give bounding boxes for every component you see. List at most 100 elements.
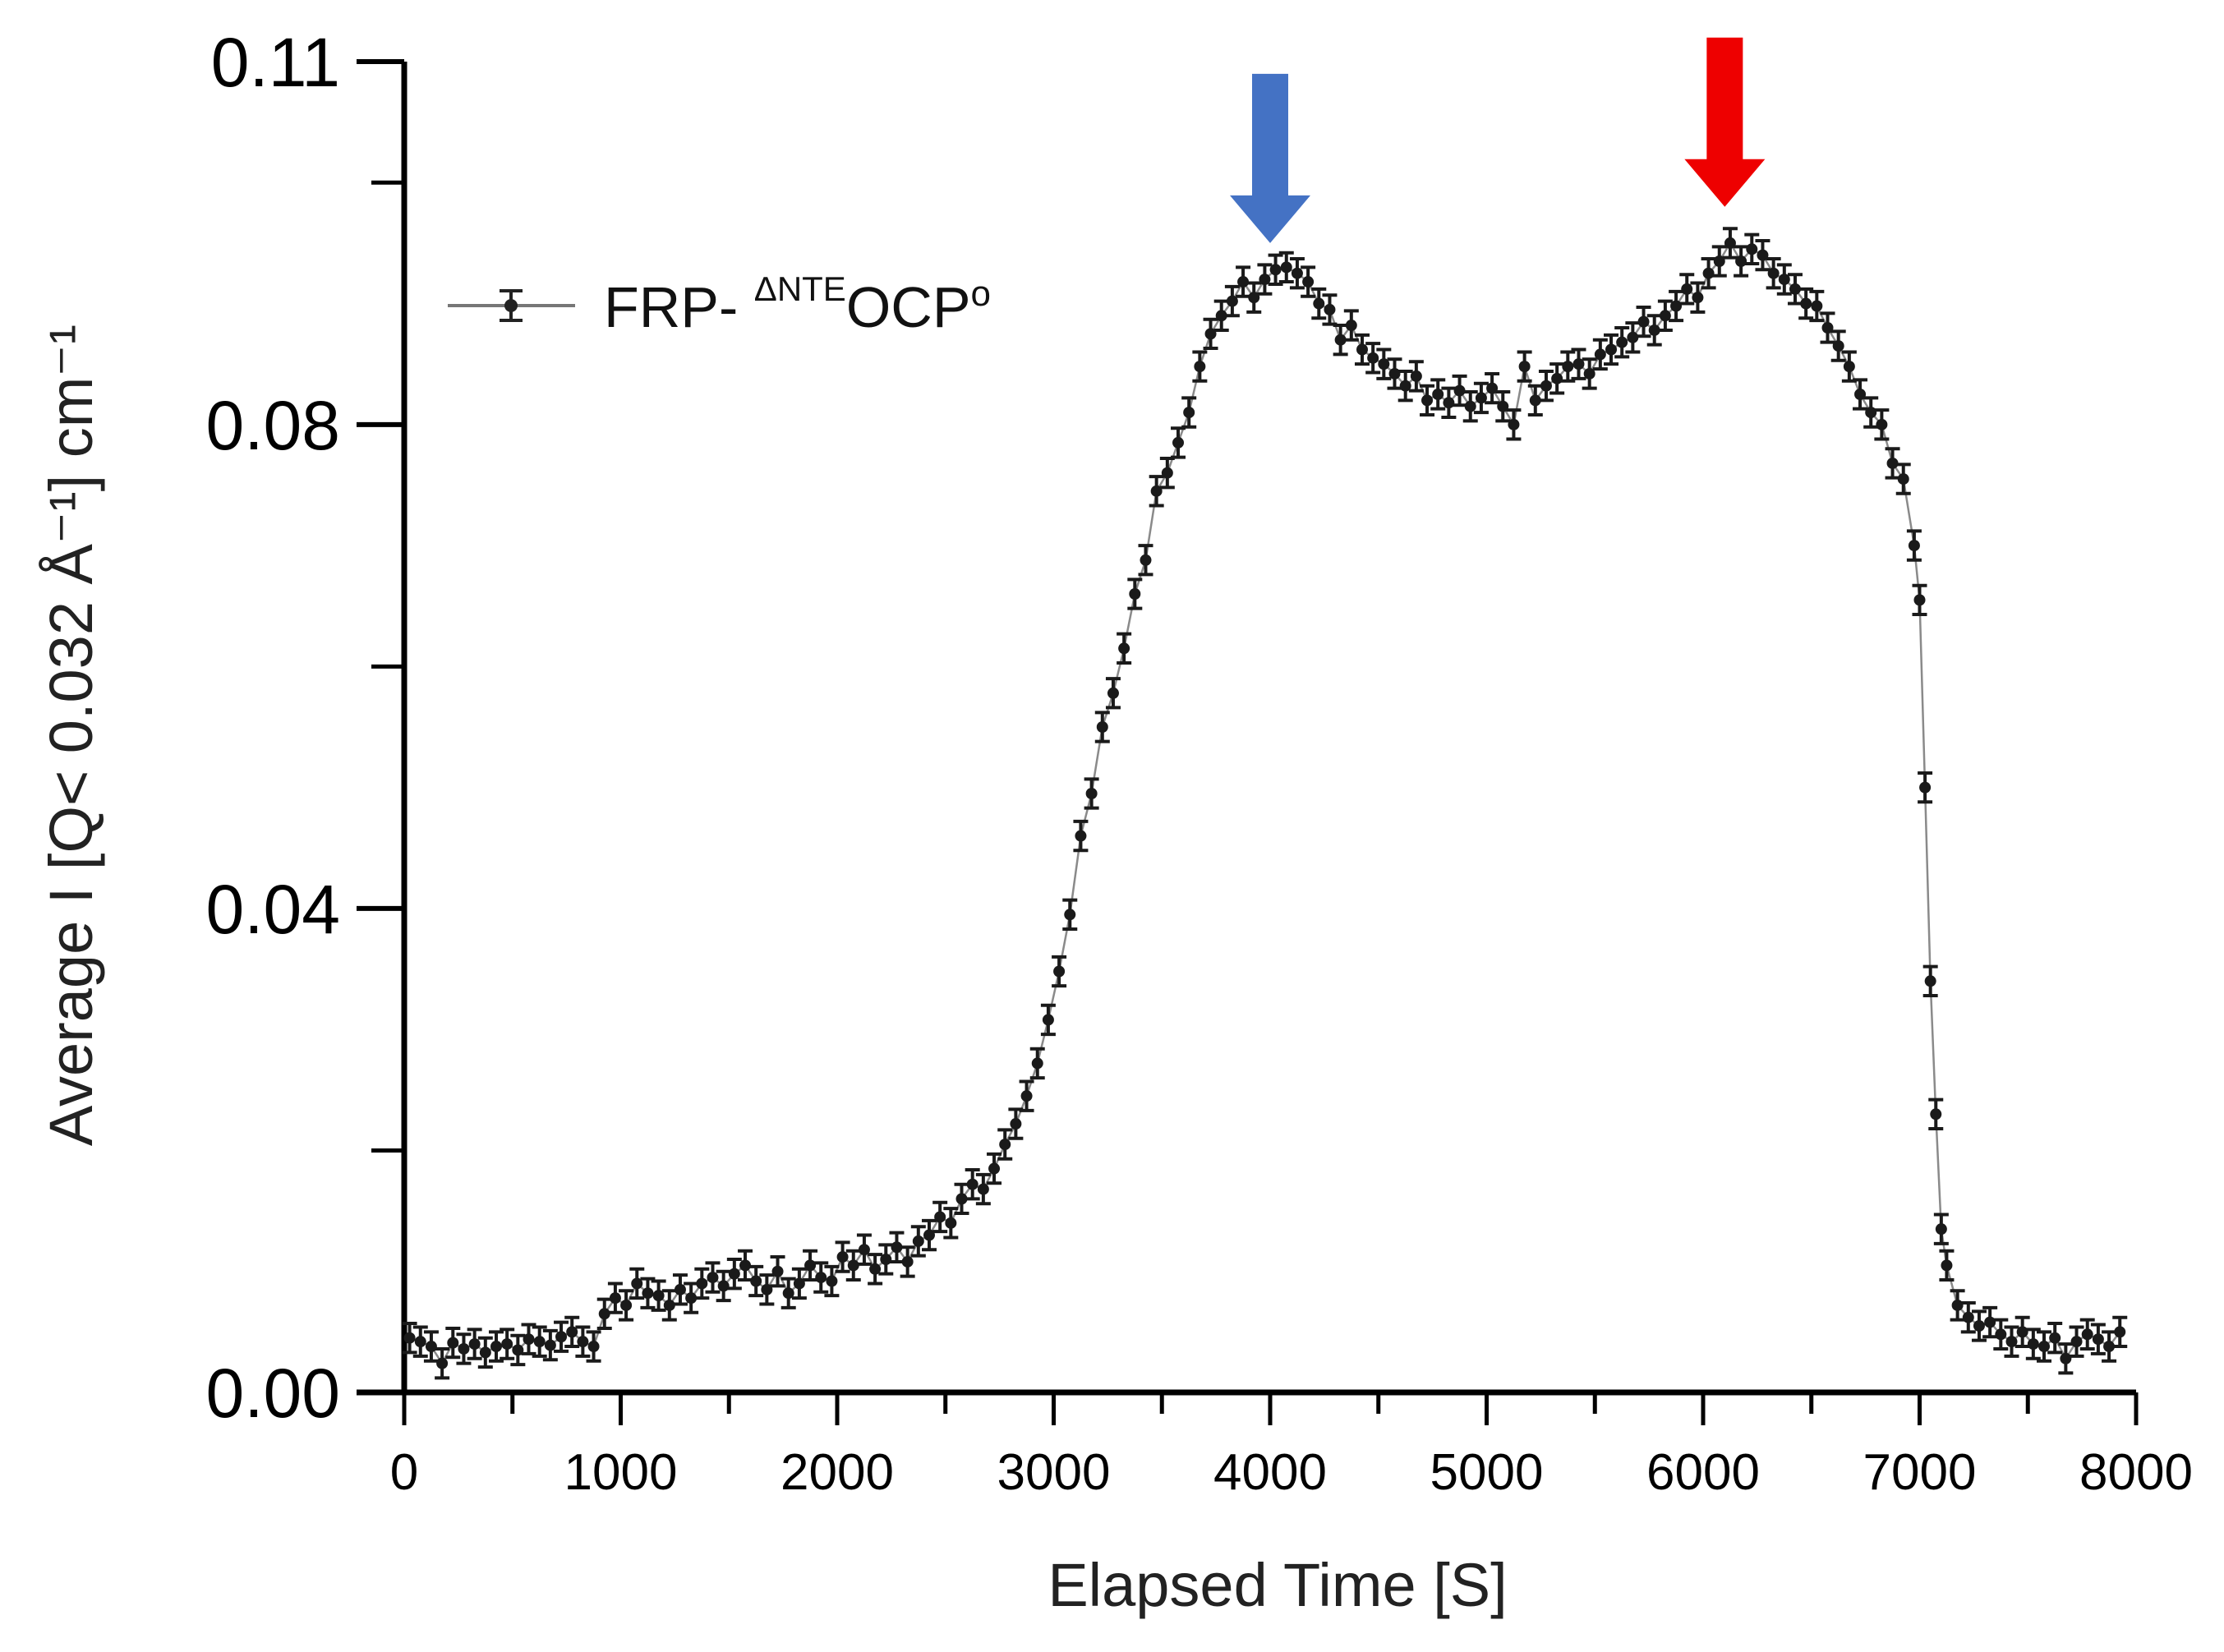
data-point [1982, 1305, 1998, 1339]
data-marker [2005, 1336, 2018, 1348]
data-point [1105, 677, 1121, 710]
data-marker [1096, 721, 1108, 733]
legend-label: FRP- ΔNTEOCPo [604, 269, 991, 339]
data-marker [1518, 361, 1531, 373]
data-point [997, 1128, 1013, 1161]
data-point [856, 1233, 872, 1266]
data-marker [1941, 1259, 1953, 1272]
data-point [1874, 408, 1890, 441]
data-marker [1085, 788, 1098, 799]
data-marker [1930, 1108, 1942, 1121]
data-point [2102, 1330, 2117, 1363]
data-marker [2092, 1333, 2104, 1346]
data-point [1029, 1047, 1045, 1080]
data-marker [609, 1292, 621, 1305]
data-marker [1702, 267, 1715, 279]
data-point [1192, 350, 1208, 383]
data-marker [2016, 1326, 2028, 1338]
data-point [813, 1261, 829, 1294]
data-point [456, 1332, 472, 1365]
data-marker [642, 1287, 654, 1300]
data-marker [1767, 267, 1780, 279]
data-point [2079, 1318, 2095, 1351]
data-point [467, 1328, 482, 1360]
data-point [1939, 1249, 1955, 1282]
data-point [1971, 1309, 1987, 1342]
data-marker [1659, 310, 1671, 322]
data-marker [977, 1183, 989, 1195]
data-point [770, 1255, 785, 1288]
data-marker [1497, 400, 1509, 412]
data-point [1960, 1301, 1976, 1334]
data-marker [1583, 367, 1595, 380]
data-point [1246, 281, 1262, 314]
x-ticks: 0 1000 2000 3000 4000 5000 6000 7000 8000 [390, 1392, 2193, 1501]
data-marker [1150, 485, 1163, 497]
data-point [1853, 378, 1868, 411]
data-point [1993, 1318, 2009, 1351]
data-marker [1118, 642, 1130, 655]
data-point [1203, 317, 1218, 351]
data-point [1073, 819, 1089, 853]
data-point [1420, 384, 1435, 417]
y-tick-label: 0.00 [206, 1355, 341, 1432]
data-marker [1811, 300, 1823, 312]
data-point [1473, 381, 1489, 415]
data-marker [1800, 297, 1812, 310]
data-point [1224, 284, 1240, 318]
data-marker [1399, 380, 1411, 392]
data-point [2069, 1325, 2084, 1358]
data-point [1830, 329, 1846, 362]
data-point [868, 1253, 883, 1286]
data-marker [1562, 361, 1574, 373]
data-point [640, 1277, 656, 1309]
data-point [1289, 257, 1305, 290]
data-point [1560, 350, 1576, 383]
data-point [2004, 1325, 2019, 1358]
data-marker [1172, 436, 1185, 449]
data-point [412, 1325, 428, 1358]
data-point [1354, 333, 1370, 366]
data-marker [490, 1341, 502, 1353]
data-marker [1935, 1223, 1947, 1236]
data-point [521, 1323, 536, 1355]
data-marker [1053, 965, 1066, 978]
data-marker [1594, 348, 1606, 361]
data-point [1019, 1079, 1034, 1112]
data-marker [1215, 310, 1227, 322]
data-marker [999, 1139, 1011, 1151]
data-marker [631, 1277, 643, 1290]
y-tick-label: 0.11 [211, 24, 340, 101]
data-marker [2060, 1352, 2072, 1364]
data-marker [620, 1299, 633, 1311]
y-tick-label: 0.04 [206, 871, 341, 948]
data-marker [707, 1272, 719, 1284]
data-point [1592, 338, 1608, 371]
data-point [1922, 964, 1938, 997]
data-marker [1605, 343, 1618, 356]
data-point [738, 1249, 753, 1282]
data-marker [1897, 473, 1909, 485]
data-point [1311, 287, 1327, 320]
data-point [1495, 390, 1511, 423]
data-point [1885, 447, 1900, 480]
data-point [2025, 1328, 2041, 1360]
data-marker [1345, 320, 1357, 332]
data-marker [880, 1254, 892, 1265]
data-marker [1475, 392, 1487, 404]
data-marker [1302, 276, 1315, 288]
data-marker [696, 1277, 708, 1290]
data-point [607, 1282, 623, 1314]
data-point [705, 1261, 721, 1294]
legend-label-sup2: o [971, 274, 991, 314]
data-marker [1194, 361, 1206, 373]
data-marker [1572, 358, 1585, 370]
data-marker [2070, 1336, 2083, 1348]
data-marker [663, 1299, 675, 1311]
data-point [1376, 347, 1392, 380]
data-marker [1291, 267, 1303, 279]
data-marker [1020, 1090, 1033, 1102]
data-marker [1464, 400, 1476, 412]
